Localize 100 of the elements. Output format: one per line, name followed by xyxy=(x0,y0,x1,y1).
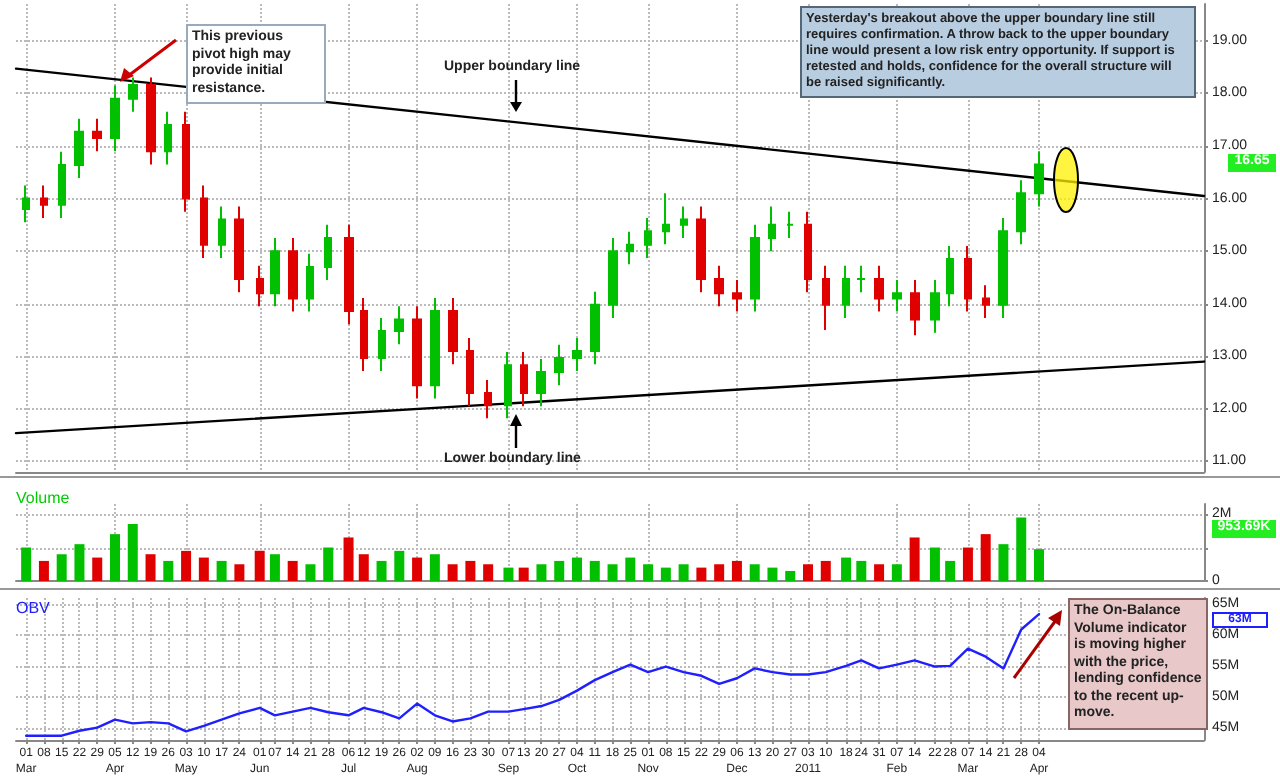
candlestick xyxy=(554,343,564,387)
candlestick xyxy=(750,223,760,313)
bar xyxy=(269,554,280,581)
bar xyxy=(254,550,265,581)
candlestick xyxy=(520,351,528,408)
candlestick xyxy=(484,378,492,420)
bar xyxy=(465,560,476,581)
bar xyxy=(625,557,636,581)
chart-title: Volume xyxy=(16,489,71,507)
candlestick xyxy=(164,110,172,166)
candlestick xyxy=(504,351,512,420)
bar xyxy=(696,567,707,581)
bar xyxy=(163,560,174,581)
bar xyxy=(998,544,1009,581)
bar xyxy=(358,554,369,581)
candlestick xyxy=(732,279,742,313)
bar xyxy=(962,547,973,581)
bar xyxy=(127,524,138,581)
candlestick xyxy=(946,244,954,308)
bar xyxy=(767,567,778,581)
bar xyxy=(198,557,209,581)
bar xyxy=(536,564,547,581)
bar xyxy=(447,564,458,581)
bar xyxy=(376,560,387,581)
candlestick xyxy=(40,184,48,220)
bar xyxy=(234,564,245,581)
candlestick xyxy=(714,264,724,308)
candlestick xyxy=(822,264,830,332)
bar xyxy=(820,560,831,581)
candlestick xyxy=(964,244,972,313)
candlestick xyxy=(412,305,422,400)
bar xyxy=(660,567,671,581)
candlestick xyxy=(910,279,920,337)
bar xyxy=(483,564,494,581)
candlestick xyxy=(804,210,812,294)
bar xyxy=(216,560,227,581)
candlestick xyxy=(74,117,84,180)
candlestick xyxy=(856,264,866,294)
candlestick xyxy=(430,296,440,400)
candlestick xyxy=(608,237,618,319)
bar xyxy=(929,547,940,581)
candlestick xyxy=(394,305,404,346)
bar xyxy=(74,544,85,581)
candlestick xyxy=(92,117,102,153)
bar xyxy=(145,554,156,581)
bar xyxy=(980,534,991,581)
candlestick xyxy=(786,210,794,239)
bar xyxy=(572,557,582,581)
bar xyxy=(841,557,852,581)
candlestick xyxy=(892,279,902,313)
candlestick xyxy=(1016,179,1026,246)
bar xyxy=(803,564,813,581)
candlestick xyxy=(234,205,244,294)
bar xyxy=(181,550,192,581)
bar xyxy=(749,564,760,581)
candlestick xyxy=(874,264,884,313)
bar xyxy=(287,560,298,581)
candlestick xyxy=(270,237,280,308)
bar xyxy=(343,537,354,581)
candlestick xyxy=(344,223,354,326)
candlestick xyxy=(182,110,190,213)
candlestick xyxy=(288,237,298,313)
candlestick xyxy=(982,284,990,319)
candlestick xyxy=(256,264,264,308)
candlestick xyxy=(218,205,226,259)
bar xyxy=(503,567,514,581)
candlestick xyxy=(1034,150,1044,208)
candlestick xyxy=(696,205,706,294)
candlestick xyxy=(930,279,940,334)
bar xyxy=(714,564,725,581)
candlestick xyxy=(644,217,652,259)
bar xyxy=(92,557,103,581)
candlestick xyxy=(572,336,582,373)
bar xyxy=(394,550,405,581)
candlestick xyxy=(466,336,474,408)
candlestick xyxy=(360,296,368,373)
candlestick xyxy=(378,316,386,373)
bar xyxy=(518,567,529,581)
bar xyxy=(785,570,796,581)
candlestick xyxy=(626,230,634,266)
bar xyxy=(429,554,440,581)
candlestick xyxy=(22,184,30,224)
candlestick xyxy=(128,76,138,113)
bar xyxy=(678,564,689,581)
candlestick xyxy=(110,84,120,153)
bar xyxy=(21,547,32,581)
bar xyxy=(1034,549,1044,581)
bar xyxy=(56,554,67,581)
bar xyxy=(323,547,334,581)
bar xyxy=(643,564,654,581)
candlestick xyxy=(58,150,66,220)
bar xyxy=(589,560,600,581)
candlestick xyxy=(200,184,208,259)
bar xyxy=(891,564,902,581)
candlestick xyxy=(146,76,156,166)
candlestick xyxy=(324,223,332,282)
candlestick xyxy=(842,264,850,319)
bar xyxy=(38,560,49,581)
bar xyxy=(874,564,885,581)
candlestick xyxy=(768,205,776,253)
